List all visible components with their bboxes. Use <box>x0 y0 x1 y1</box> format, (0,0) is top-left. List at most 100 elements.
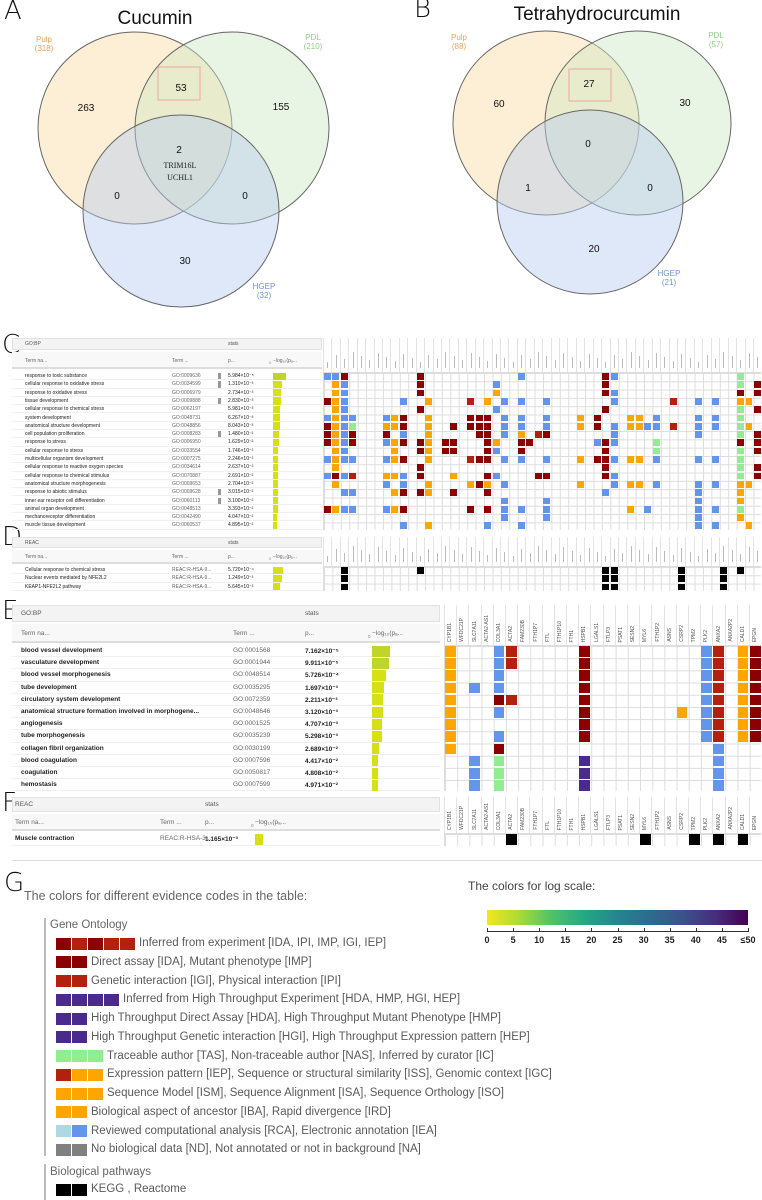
evidence-cell[interactable] <box>391 505 399 513</box>
evidence-cell[interactable] <box>737 431 744 438</box>
evidence-cell[interactable] <box>610 583 618 591</box>
evidence-cell[interactable] <box>332 397 340 405</box>
column-term-name[interactable]: Term na... <box>21 629 50 637</box>
evidence-cell[interactable] <box>694 414 702 422</box>
evidence-cell[interactable] <box>713 682 725 694</box>
evidence-cell[interactable] <box>635 456 643 463</box>
evidence-cell[interactable] <box>713 646 725 657</box>
evidence-cell[interactable] <box>602 567 610 574</box>
evidence-cell[interactable] <box>332 447 340 455</box>
evidence-cell[interactable] <box>753 431 761 438</box>
evidence-cell[interactable] <box>469 780 481 791</box>
evidence-cell[interactable] <box>492 447 500 455</box>
evidence-cell[interactable] <box>720 575 728 583</box>
gene-column-header[interactable] <box>398 338 407 372</box>
gene-column-header[interactable] <box>639 797 651 833</box>
gene-column-header[interactable] <box>468 605 480 645</box>
evidence-cell[interactable] <box>713 731 725 743</box>
evidence-cell[interactable] <box>720 583 728 591</box>
evidence-cell[interactable] <box>349 431 357 438</box>
column-term-id[interactable]: Term ... <box>233 629 255 637</box>
evidence-cell[interactable] <box>602 472 610 480</box>
gene-column-header[interactable] <box>626 537 634 566</box>
evidence-cell[interactable] <box>694 505 702 513</box>
evidence-cell[interactable] <box>416 464 424 472</box>
gene-column-header[interactable] <box>456 797 468 833</box>
evidence-cell[interactable] <box>610 575 618 583</box>
evidence-cell[interactable] <box>324 373 331 380</box>
evidence-cell[interactable] <box>332 431 340 438</box>
gene-column-header[interactable] <box>643 537 651 566</box>
gene-column-header[interactable] <box>456 605 468 645</box>
evidence-cell[interactable] <box>579 755 590 767</box>
evidence-cell[interactable] <box>445 707 456 718</box>
evidence-cell[interactable] <box>391 422 399 430</box>
gene-column-header[interactable] <box>466 338 474 372</box>
gene-column-header[interactable] <box>618 338 626 372</box>
evidence-cell[interactable] <box>652 456 660 463</box>
gene-column-header[interactable] <box>736 605 749 645</box>
gene-column-header[interactable] <box>492 797 505 833</box>
evidence-cell[interactable] <box>340 567 348 574</box>
evidence-cell[interactable] <box>610 431 618 438</box>
gene-column-header[interactable] <box>339 338 348 372</box>
evidence-cell[interactable] <box>484 414 492 422</box>
table-row[interactable] <box>12 430 322 439</box>
evidence-cell[interactable] <box>753 472 761 480</box>
evidence-cell[interactable] <box>399 456 407 463</box>
gene-column-header[interactable] <box>348 338 356 372</box>
evidence-cell[interactable] <box>416 489 424 496</box>
evidence-cell[interactable] <box>399 480 407 488</box>
table-row[interactable] <box>12 755 440 767</box>
evidence-cell[interactable] <box>737 658 749 669</box>
gene-column-header[interactable] <box>700 605 712 645</box>
evidence-cell[interactable] <box>484 397 492 405</box>
gene-column-header[interactable] <box>566 797 578 833</box>
table-row[interactable] <box>12 422 322 431</box>
gene-column-header[interactable] <box>578 605 590 645</box>
evidence-cell[interactable] <box>493 755 505 767</box>
gene-column-header[interactable] <box>744 537 753 566</box>
evidence-cell[interactable] <box>469 682 481 694</box>
gene-column-header[interactable] <box>744 338 753 372</box>
gene-column-header[interactable] <box>668 338 677 372</box>
evidence-cell[interactable] <box>416 567 424 574</box>
evidence-cell[interactable] <box>737 719 749 730</box>
evidence-cell[interactable] <box>324 472 331 480</box>
gene-column-header[interactable] <box>505 797 517 833</box>
evidence-cell[interactable] <box>324 439 331 447</box>
evidence-cell[interactable] <box>475 431 483 438</box>
evidence-cell[interactable] <box>701 719 712 730</box>
evidence-cell[interactable] <box>425 456 433 463</box>
evidence-cell[interactable] <box>750 707 761 718</box>
evidence-cell[interactable] <box>332 505 340 513</box>
gene-column-header[interactable] <box>541 797 554 833</box>
evidence-cell[interactable] <box>467 480 475 488</box>
table-row[interactable] <box>12 438 322 447</box>
evidence-cell[interactable] <box>324 397 331 405</box>
evidence-cell[interactable] <box>517 373 525 380</box>
evidence-cell[interactable] <box>711 456 719 463</box>
table-row[interactable] <box>12 566 322 575</box>
table-row[interactable] <box>12 463 322 472</box>
evidence-cell[interactable] <box>383 480 390 488</box>
evidence-cell[interactable] <box>543 514 551 521</box>
evidence-cell[interactable] <box>534 472 542 480</box>
gene-column-header[interactable] <box>567 537 575 566</box>
evidence-cell[interactable] <box>425 480 433 488</box>
evidence-cell[interactable] <box>340 583 348 591</box>
evidence-cell[interactable] <box>610 397 618 405</box>
evidence-cell[interactable] <box>737 456 744 463</box>
evidence-cell[interactable] <box>602 464 610 472</box>
gene-column-header[interactable] <box>559 537 567 566</box>
evidence-cell[interactable] <box>701 670 712 682</box>
evidence-cell[interactable] <box>383 505 390 513</box>
evidence-cell[interactable] <box>526 439 534 447</box>
evidence-cell[interactable] <box>517 397 525 405</box>
evidence-cell[interactable] <box>593 456 601 463</box>
gene-column-header[interactable] <box>724 797 737 833</box>
evidence-cell[interactable] <box>678 567 685 574</box>
evidence-cell[interactable] <box>349 456 357 463</box>
gene-column-header[interactable] <box>542 338 550 372</box>
evidence-cell[interactable] <box>332 472 340 480</box>
